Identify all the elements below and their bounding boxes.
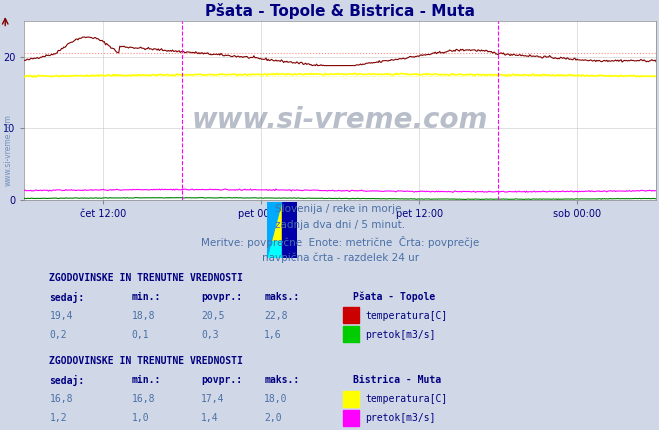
Text: www.si-vreme.com: www.si-vreme.com xyxy=(3,114,13,187)
Text: 22,8: 22,8 xyxy=(264,311,288,321)
Text: www.si-vreme.com: www.si-vreme.com xyxy=(192,105,488,134)
Text: zadnja dva dni / 5 minut.: zadnja dva dni / 5 minut. xyxy=(275,220,405,230)
Text: Bistrica - Muta: Bistrica - Muta xyxy=(353,375,441,385)
Polygon shape xyxy=(267,202,282,258)
Text: pretok[m3/s]: pretok[m3/s] xyxy=(366,413,436,423)
Text: temperatura[C]: temperatura[C] xyxy=(366,394,447,404)
Text: 1,2: 1,2 xyxy=(49,413,67,423)
Text: 0,2: 0,2 xyxy=(49,330,67,340)
Bar xyxy=(343,307,359,323)
Text: 1,4: 1,4 xyxy=(201,413,219,423)
Text: 0,3: 0,3 xyxy=(201,330,219,340)
Text: 18,0: 18,0 xyxy=(264,394,288,404)
Text: 0,1: 0,1 xyxy=(132,330,149,340)
Bar xyxy=(343,390,359,407)
Text: 18,8: 18,8 xyxy=(132,311,155,321)
Text: pretok[m3/s]: pretok[m3/s] xyxy=(366,330,436,340)
Bar xyxy=(267,241,282,258)
Text: 1,6: 1,6 xyxy=(264,330,282,340)
Text: ZGODOVINSKE IN TRENUTNE VREDNOSTI: ZGODOVINSKE IN TRENUTNE VREDNOSTI xyxy=(49,356,243,366)
Text: min.:: min.: xyxy=(132,375,161,385)
Text: 16,8: 16,8 xyxy=(132,394,155,404)
Text: povpr.:: povpr.: xyxy=(201,292,243,302)
Text: temperatura[C]: temperatura[C] xyxy=(366,311,447,321)
Text: min.:: min.: xyxy=(132,292,161,302)
Text: sedaj:: sedaj: xyxy=(49,292,85,303)
Text: ZGODOVINSKE IN TRENUTNE VREDNOSTI: ZGODOVINSKE IN TRENUTNE VREDNOSTI xyxy=(49,273,243,283)
Text: navpična črta - razdelek 24 ur: navpična črta - razdelek 24 ur xyxy=(262,252,418,263)
Text: 16,8: 16,8 xyxy=(49,394,73,404)
Title: Pšata - Topole & Bistrica - Muta: Pšata - Topole & Bistrica - Muta xyxy=(205,3,475,19)
Text: maks.:: maks.: xyxy=(264,375,300,385)
Text: 17,4: 17,4 xyxy=(201,394,225,404)
Text: 1,0: 1,0 xyxy=(132,413,149,423)
Bar xyxy=(282,202,297,258)
Text: maks.:: maks.: xyxy=(264,292,300,302)
Text: 19,4: 19,4 xyxy=(49,311,73,321)
Text: Slovenija / reke in morje.: Slovenija / reke in morje. xyxy=(275,204,405,214)
Text: Meritve: povprečne  Enote: metrične  Črta: povprečje: Meritve: povprečne Enote: metrične Črta:… xyxy=(201,237,479,249)
Text: 20,5: 20,5 xyxy=(201,311,225,321)
Text: Pšata - Topole: Pšata - Topole xyxy=(353,292,435,302)
Text: povpr.:: povpr.: xyxy=(201,375,243,385)
Text: sedaj:: sedaj: xyxy=(49,375,85,386)
Text: 2,0: 2,0 xyxy=(264,413,282,423)
Bar xyxy=(343,326,359,342)
Bar xyxy=(267,202,282,241)
Bar xyxy=(343,410,359,426)
